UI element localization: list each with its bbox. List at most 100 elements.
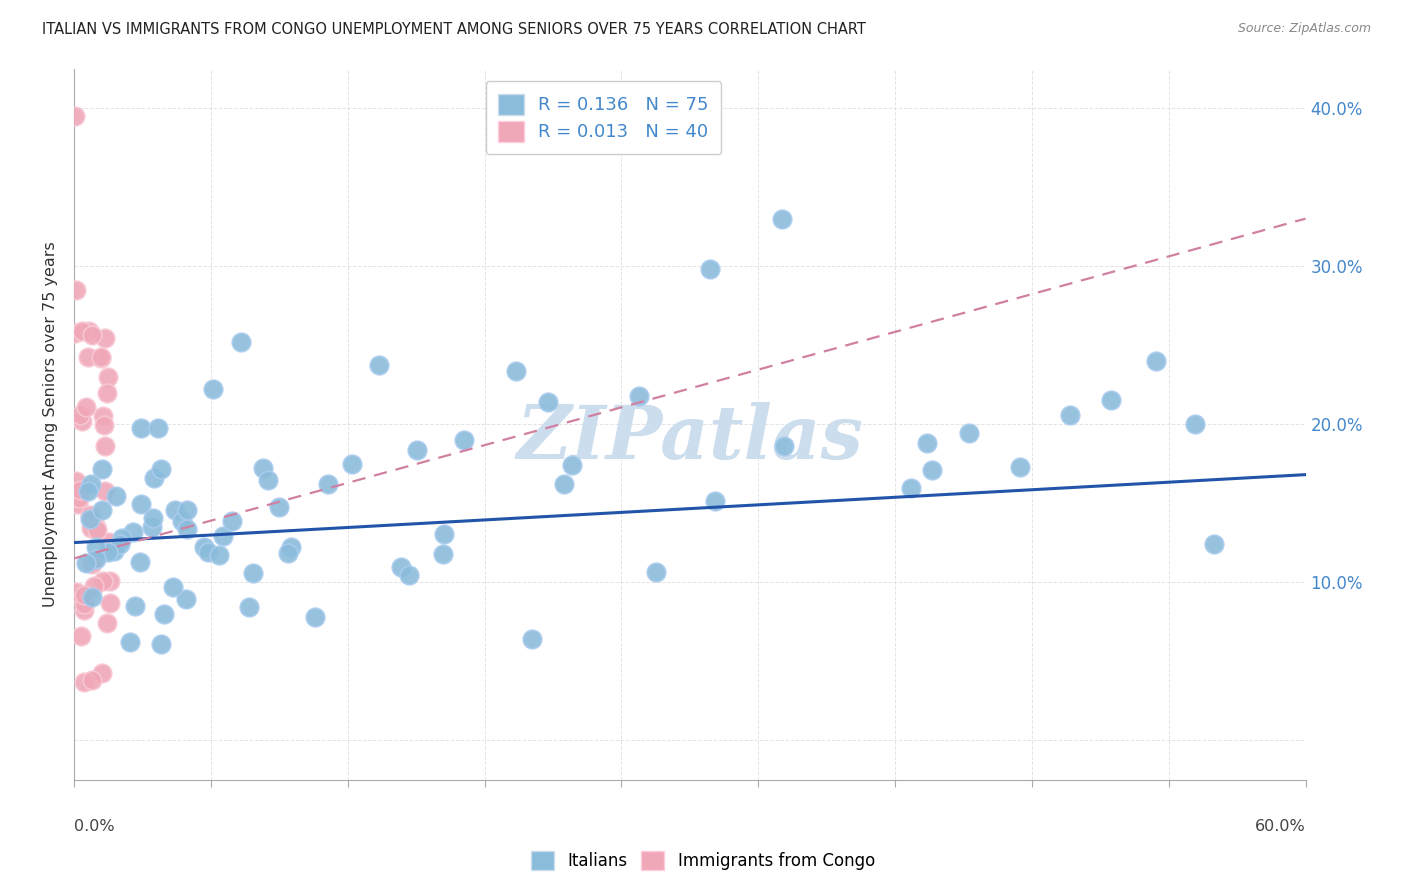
Point bbox=[70, 414, 93, 428]
Point bbox=[142, 511, 165, 525]
Point bbox=[146, 421, 169, 435]
Point bbox=[121, 525, 143, 540]
Point bbox=[79, 508, 101, 522]
Point bbox=[72, 603, 94, 617]
Point bbox=[153, 607, 176, 622]
Point bbox=[80, 477, 103, 491]
Point bbox=[150, 461, 173, 475]
Text: 0.0%: 0.0% bbox=[75, 819, 115, 834]
Point bbox=[143, 471, 166, 485]
Point bbox=[238, 599, 260, 614]
Point bbox=[67, 491, 90, 505]
Point bbox=[505, 364, 527, 378]
Point bbox=[82, 558, 104, 572]
Point bbox=[90, 350, 112, 364]
Point bbox=[129, 497, 152, 511]
Point bbox=[174, 592, 197, 607]
Text: Source: ZipAtlas.com: Source: ZipAtlas.com bbox=[1237, 22, 1371, 36]
Point bbox=[915, 435, 938, 450]
Point bbox=[80, 590, 103, 604]
Point bbox=[77, 350, 100, 364]
Point bbox=[97, 370, 120, 384]
Point bbox=[699, 262, 721, 277]
Point bbox=[103, 544, 125, 558]
Point bbox=[90, 666, 112, 681]
Point bbox=[197, 545, 219, 559]
Point bbox=[1099, 393, 1122, 408]
Point bbox=[84, 520, 107, 534]
Point bbox=[98, 596, 121, 610]
Point bbox=[304, 610, 326, 624]
Point bbox=[257, 473, 280, 487]
Point bbox=[63, 109, 86, 123]
Point bbox=[163, 502, 186, 516]
Point bbox=[79, 324, 101, 338]
Point bbox=[75, 557, 97, 571]
Point bbox=[267, 500, 290, 514]
Point bbox=[1010, 459, 1032, 474]
Point bbox=[553, 477, 575, 491]
Point bbox=[118, 634, 141, 648]
Y-axis label: Unemployment Among Seniors over 75 years: Unemployment Among Seniors over 75 years bbox=[44, 241, 58, 607]
Point bbox=[1144, 354, 1167, 368]
Point bbox=[703, 494, 725, 508]
Point bbox=[212, 529, 235, 543]
Point bbox=[252, 461, 274, 475]
Point bbox=[229, 334, 252, 349]
Point bbox=[398, 567, 420, 582]
Point bbox=[129, 421, 152, 435]
Point bbox=[318, 477, 340, 491]
Point bbox=[91, 409, 114, 424]
Point bbox=[242, 566, 264, 580]
Point bbox=[957, 425, 980, 440]
Point bbox=[69, 483, 91, 498]
Point bbox=[63, 326, 86, 340]
Text: 60.0%: 60.0% bbox=[1254, 819, 1306, 834]
Point bbox=[69, 629, 91, 643]
Point bbox=[73, 588, 96, 602]
Point bbox=[97, 545, 120, 559]
Point bbox=[86, 523, 108, 537]
Point bbox=[1202, 537, 1225, 551]
Point bbox=[90, 351, 112, 365]
Point bbox=[561, 458, 583, 473]
Point bbox=[921, 463, 943, 477]
Point bbox=[104, 489, 127, 503]
Point bbox=[405, 443, 427, 458]
Point bbox=[389, 559, 412, 574]
Point bbox=[91, 462, 114, 476]
Point bbox=[453, 433, 475, 447]
Text: ITALIAN VS IMMIGRANTS FROM CONGO UNEMPLOYMENT AMONG SENIORS OVER 75 YEARS CORREL: ITALIAN VS IMMIGRANTS FROM CONGO UNEMPLO… bbox=[42, 22, 866, 37]
Point bbox=[96, 615, 118, 630]
Point bbox=[176, 503, 198, 517]
Point bbox=[73, 674, 96, 689]
Point bbox=[93, 330, 115, 344]
Point bbox=[128, 555, 150, 569]
Point bbox=[520, 632, 543, 647]
Point bbox=[98, 574, 121, 588]
Point bbox=[221, 514, 243, 528]
Point bbox=[277, 546, 299, 560]
Point bbox=[111, 531, 134, 545]
Point bbox=[79, 512, 101, 526]
Point bbox=[900, 481, 922, 495]
Point bbox=[149, 637, 172, 651]
Point bbox=[94, 484, 117, 499]
Point bbox=[84, 551, 107, 566]
Point bbox=[201, 383, 224, 397]
Point bbox=[141, 520, 163, 534]
Point bbox=[340, 457, 363, 471]
Point bbox=[96, 386, 118, 401]
Point bbox=[80, 521, 103, 535]
Point bbox=[65, 475, 87, 489]
Point bbox=[628, 389, 651, 403]
Point bbox=[1059, 408, 1081, 422]
Point bbox=[67, 497, 90, 511]
Point bbox=[83, 579, 105, 593]
Point bbox=[432, 547, 454, 561]
Point bbox=[773, 439, 796, 453]
Point bbox=[69, 408, 91, 422]
Text: ZIPatlas: ZIPatlas bbox=[516, 402, 863, 475]
Point bbox=[537, 394, 560, 409]
Legend: Italians, Immigrants from Congo: Italians, Immigrants from Congo bbox=[524, 844, 882, 877]
